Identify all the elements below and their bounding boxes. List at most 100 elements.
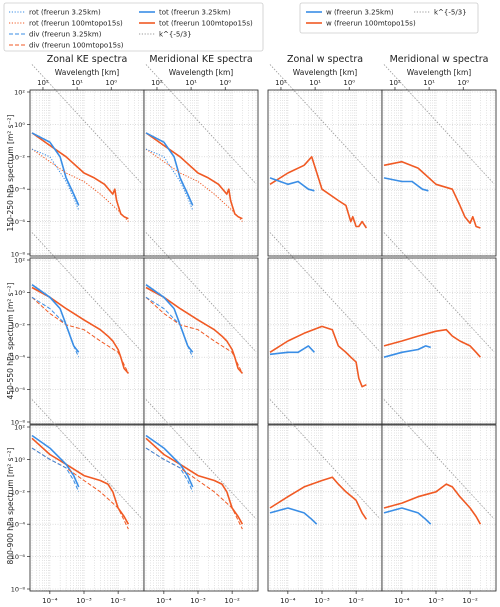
x-tick-label: 10⁻² xyxy=(224,597,240,605)
x-tick-label: 10⁻⁴ xyxy=(394,597,410,605)
top-tick-label: 10¹ xyxy=(71,79,83,87)
reference-line xyxy=(145,64,257,185)
panel-background xyxy=(30,258,144,424)
legend-label: w (freerun 100mtopo15s) xyxy=(326,20,416,28)
legend-label: div (freerun 3.25km) xyxy=(29,31,102,39)
legend-label: tot (freerun 3.25km) xyxy=(159,9,231,17)
series-line xyxy=(145,296,243,374)
top-tick-label: 10¹ xyxy=(309,79,321,87)
reference-line xyxy=(31,64,143,185)
series-line xyxy=(31,437,130,525)
top-tick-label: 10² xyxy=(151,79,163,87)
legend-label: k^{-5/3} xyxy=(159,31,192,39)
y-tick-label: 10⁰ xyxy=(14,121,25,129)
top-axis-label: Wavelength [km] xyxy=(293,68,357,77)
top-axis-label: Wavelength [km] xyxy=(169,68,233,77)
y-tick-label: 10⁰ xyxy=(14,456,25,464)
series-line xyxy=(145,296,194,358)
legend-left-frame xyxy=(3,2,264,52)
series-line xyxy=(31,296,129,374)
panel-background xyxy=(268,258,382,424)
series-line xyxy=(31,286,130,374)
x-tick-label: 10⁻⁴ xyxy=(280,597,296,605)
series-line xyxy=(269,345,315,356)
legend-label: rot (freerun 3.25km) xyxy=(29,9,101,17)
reference-line xyxy=(269,64,381,185)
reference-line xyxy=(383,64,495,185)
reference-line xyxy=(31,232,143,353)
top-tick-label: 10⁰ xyxy=(105,79,117,87)
series-line xyxy=(31,447,80,493)
legend-left: rot (freerun 3.25km) rot (freerun 100mtop… xyxy=(3,2,264,52)
legend-label: k^{-5/3} xyxy=(434,9,467,17)
y-tick-label: 10⁻² xyxy=(11,153,26,161)
panel-r1-c1: 10² 10¹ 10⁰ Wavelength [km] 10⁻⁸ 10⁻⁶ 10⁻⁴ 10⁻²… xyxy=(11,64,145,259)
top-tick-label: 10⁰ xyxy=(343,79,355,87)
panel-background xyxy=(144,90,258,256)
series-line xyxy=(145,437,244,525)
panel-r2-c1: 10⁻⁸ 10⁻⁶ 10⁻⁴ 10⁻² 10⁰ 10² xyxy=(11,232,145,427)
y-tick-label: 10² xyxy=(14,89,25,97)
y-tick-label: 10⁰ xyxy=(14,289,25,297)
panel-r1-c3: 10² 10¹ 10⁰ Wavelength [km] xyxy=(267,64,383,257)
row-ylabel-3: 800-900 hPa spectrum [m² s⁻²] xyxy=(6,447,15,564)
top-tick-label: 10⁰ xyxy=(457,79,469,87)
series-line xyxy=(269,156,368,229)
panel-background xyxy=(30,90,144,256)
panel-background xyxy=(30,425,144,591)
y-tick-label: 10² xyxy=(14,257,25,265)
top-axis-label: Wavelength [km] xyxy=(55,68,119,77)
top-tick-label: 10⁰ xyxy=(219,79,231,87)
x-tick-label: 10⁻³ xyxy=(314,597,330,605)
panel-r2-c2 xyxy=(143,232,259,425)
panel-frame xyxy=(381,89,497,257)
legend-label: rot (freerun 100mtopo15s) xyxy=(29,20,123,28)
reference-line xyxy=(383,232,495,353)
x-tick-label: 10⁻² xyxy=(348,597,364,605)
column-title-meridional-w: Meridional w spectra xyxy=(390,54,489,65)
series-line xyxy=(31,434,80,488)
top-tick-label: 10² xyxy=(275,79,287,87)
series-line xyxy=(145,132,243,220)
reference-line xyxy=(145,399,257,520)
x-tick-label: 10⁻⁴ xyxy=(156,597,172,605)
series-line xyxy=(145,434,194,488)
series-line xyxy=(383,160,481,229)
y-tick-label: 10⁻⁶ xyxy=(11,553,26,561)
x-tick-label: 10⁻³ xyxy=(76,597,92,605)
series-line xyxy=(31,132,129,220)
panel-r1-c4: 10² 10¹ 10⁰ Wavelength [km] xyxy=(381,64,497,257)
series-line xyxy=(383,328,482,358)
panel-frame xyxy=(381,257,497,425)
panel-r2-c4 xyxy=(381,232,497,425)
legend-right: w (freerun 3.25km) w (freerun 100mtopo15s… xyxy=(299,2,479,34)
column-title-zonal-ke: Zonal KE spectra xyxy=(47,54,128,65)
series-line xyxy=(145,286,244,374)
top-tick-label: 10² xyxy=(389,79,401,87)
panel-frame xyxy=(143,89,259,257)
series-line xyxy=(269,325,367,388)
panel-r2-c3 xyxy=(267,232,383,425)
y-tick-label: 10⁻⁶ xyxy=(11,386,26,394)
y-tick-label: 10⁻⁸ xyxy=(11,419,26,427)
y-tick-label: 10⁻⁴ xyxy=(11,186,26,194)
series-line xyxy=(383,507,432,525)
series-line xyxy=(145,447,194,493)
panel-r3-c1: 10⁻⁴10⁻³10⁻²Wavenumber [rad m⁻¹]10⁻⁸10⁻⁶… xyxy=(11,399,145,605)
series-line xyxy=(383,345,431,358)
top-axis-label: Wavelength [km] xyxy=(407,68,471,77)
series-line xyxy=(269,507,318,525)
panel-frame xyxy=(143,424,259,592)
reference-line xyxy=(383,399,495,520)
series-line xyxy=(269,177,315,192)
x-tick-label: 10⁻⁴ xyxy=(42,597,58,605)
series-line xyxy=(145,132,194,206)
legend-label: div (freerun 100mtopo15s) xyxy=(29,42,124,50)
top-tick-label: 10¹ xyxy=(185,79,197,87)
row-ylabel-1: 150-250 hPa spectrum [m² s⁻²] xyxy=(6,114,15,231)
panel-r3-c4: 10⁻⁴10⁻³10⁻²Wavenumber [rad m⁻¹] xyxy=(381,399,497,605)
y-tick-label: 10⁻⁴ xyxy=(11,354,26,362)
top-tick-label: 10¹ xyxy=(423,79,435,87)
y-tick-label: 10⁻² xyxy=(11,488,26,496)
